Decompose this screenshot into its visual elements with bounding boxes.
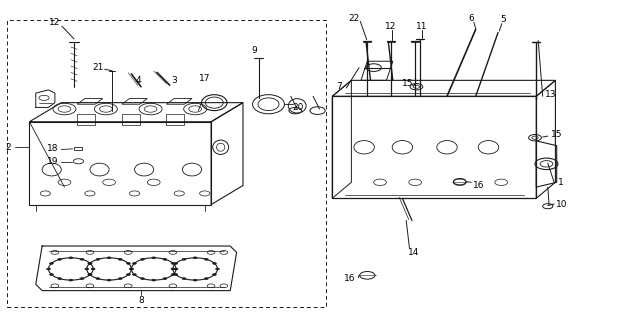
Text: 11: 11 [416, 22, 427, 31]
Circle shape [132, 274, 136, 276]
Circle shape [213, 262, 217, 264]
Circle shape [204, 258, 208, 260]
Circle shape [88, 274, 92, 276]
Circle shape [118, 278, 122, 280]
Circle shape [80, 258, 84, 260]
Circle shape [69, 257, 73, 259]
Circle shape [174, 262, 178, 264]
Text: 6: 6 [468, 14, 474, 23]
Circle shape [193, 279, 197, 281]
Circle shape [152, 279, 156, 281]
Circle shape [163, 278, 167, 280]
Text: 16: 16 [473, 181, 484, 190]
Circle shape [174, 268, 178, 270]
Circle shape [130, 268, 134, 270]
Text: 2: 2 [6, 143, 11, 152]
Circle shape [88, 274, 91, 276]
Circle shape [69, 279, 73, 281]
Circle shape [85, 268, 89, 270]
Text: 10: 10 [556, 200, 567, 209]
Text: 18: 18 [47, 144, 59, 153]
Circle shape [171, 262, 175, 264]
Text: 14: 14 [408, 248, 420, 257]
Circle shape [171, 268, 174, 270]
Text: 1: 1 [558, 178, 564, 187]
Circle shape [141, 258, 144, 260]
Circle shape [91, 268, 95, 270]
Text: 13: 13 [544, 90, 556, 99]
Circle shape [107, 279, 111, 281]
Text: 15: 15 [402, 79, 413, 88]
Circle shape [141, 278, 144, 280]
Text: 21: 21 [92, 63, 104, 72]
Circle shape [204, 278, 208, 280]
Circle shape [182, 278, 186, 280]
Text: 22: 22 [348, 14, 360, 23]
Circle shape [50, 274, 54, 276]
Text: 3: 3 [171, 76, 177, 85]
Circle shape [152, 257, 156, 259]
Circle shape [171, 274, 175, 276]
Circle shape [163, 258, 167, 260]
Text: 12: 12 [49, 19, 60, 28]
Text: 9: 9 [251, 45, 257, 55]
Circle shape [174, 274, 178, 276]
Circle shape [127, 274, 130, 276]
Circle shape [96, 258, 100, 260]
Circle shape [58, 278, 61, 280]
Circle shape [80, 278, 84, 280]
Text: 8: 8 [138, 296, 144, 305]
Circle shape [96, 278, 100, 280]
Text: 5: 5 [500, 15, 506, 24]
Circle shape [47, 268, 50, 270]
Circle shape [132, 262, 136, 264]
Text: 15: 15 [551, 130, 562, 139]
Text: 19: 19 [47, 157, 59, 166]
Text: 12: 12 [385, 22, 397, 31]
Circle shape [88, 262, 91, 264]
Circle shape [50, 262, 54, 264]
Circle shape [193, 257, 197, 259]
Circle shape [88, 262, 92, 264]
Circle shape [130, 268, 134, 270]
Circle shape [215, 268, 219, 270]
Text: 4: 4 [135, 76, 141, 85]
Text: 20: 20 [292, 103, 304, 112]
Circle shape [118, 258, 122, 260]
Circle shape [182, 258, 186, 260]
Text: 7: 7 [335, 82, 341, 91]
Circle shape [107, 257, 111, 259]
Text: 16: 16 [344, 274, 356, 283]
Text: 17: 17 [199, 74, 210, 83]
Circle shape [213, 274, 217, 276]
Circle shape [58, 258, 61, 260]
Circle shape [127, 262, 130, 264]
